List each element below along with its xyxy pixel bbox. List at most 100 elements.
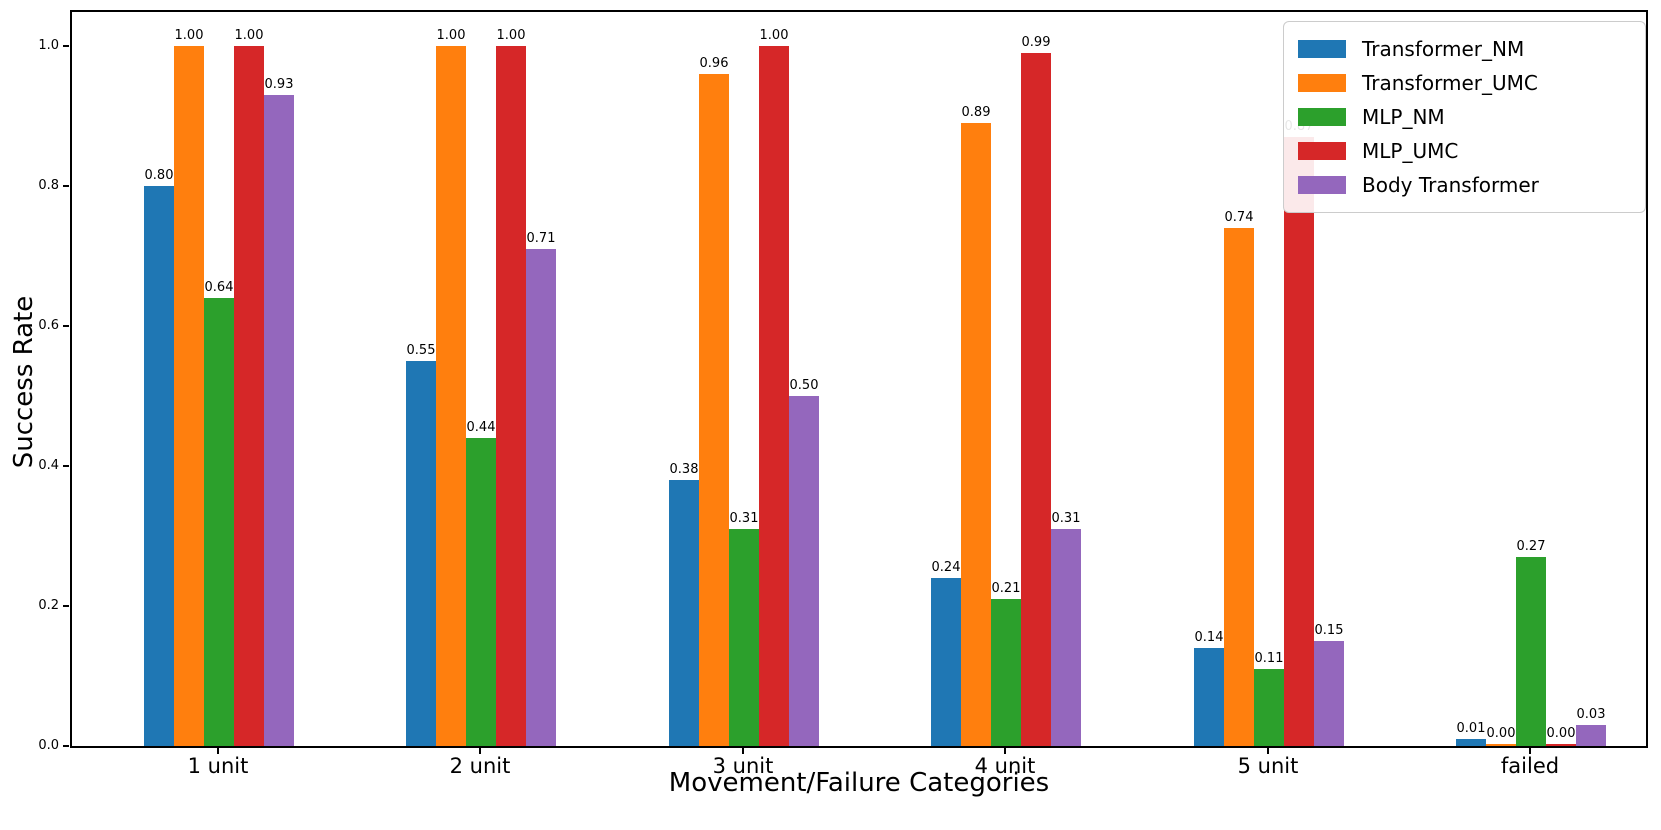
bar-value-label: 0.31 <box>729 511 759 526</box>
bar-value-label: 0.00 <box>1486 726 1516 741</box>
bar-mlp-umc-2-unit <box>496 46 526 746</box>
x-axis-title: Movement/Failure Categories <box>668 768 1050 798</box>
bar-value-label: 0.80 <box>144 168 174 183</box>
y-tick-label: 1.0 <box>38 38 59 53</box>
bar-transformer-nm-2-unit <box>406 361 436 746</box>
bar-value-label: 1.00 <box>436 28 466 43</box>
bar-value-label: 1.00 <box>496 28 526 43</box>
y-tick <box>63 465 69 467</box>
bar-value-label: 0.44 <box>466 420 496 435</box>
bar-transformer-umc-2-unit <box>436 46 466 746</box>
bar-value-label: 0.38 <box>669 462 699 477</box>
y-tick-label: 0.6 <box>38 318 59 333</box>
legend-label: MLP_NM <box>1362 105 1445 129</box>
legend-swatch-icon <box>1298 40 1346 58</box>
y-tick-label: 0.0 <box>38 738 59 753</box>
bar-value-label: 0.96 <box>699 56 729 71</box>
legend-item: Body Transformer <box>1298 168 1631 202</box>
bar-value-label: 1.00 <box>759 28 789 43</box>
bar-value-label: 0.24 <box>931 560 961 575</box>
y-tick-label: 0.2 <box>38 598 59 613</box>
x-tick <box>1529 748 1531 754</box>
bar-transformer-umc-failed <box>1486 744 1516 746</box>
bar-value-label: 0.74 <box>1224 210 1254 225</box>
y-tick <box>63 745 69 747</box>
bar-transformer-nm-4-unit <box>931 578 961 746</box>
bar-transformer-umc-4-unit <box>961 123 991 746</box>
x-tick-label: 1 unit <box>187 754 249 778</box>
bar-transformer-umc-5-unit <box>1224 228 1254 746</box>
legend: Transformer_NM Transformer_UMC MLP_NM MLP_U… <box>1283 21 1646 213</box>
bar-value-label: 0.31 <box>1051 511 1081 526</box>
bar-mlp-umc-4-unit <box>1021 53 1051 746</box>
bar-transformer-umc-3-unit <box>699 74 729 746</box>
x-tick <box>479 748 481 754</box>
bar-mlp-nm-4-unit <box>991 599 1021 746</box>
y-tick-label: 0.8 <box>38 178 59 193</box>
bar-transformer-nm-1-unit <box>144 186 174 746</box>
bar-mlp-nm-2-unit <box>466 438 496 746</box>
bar-mlp-nm-failed <box>1516 557 1546 746</box>
x-tick-label: 4 unit <box>974 754 1036 778</box>
bar-value-label: 0.03 <box>1576 707 1606 722</box>
bar-value-label: 0.71 <box>526 231 556 246</box>
x-tick <box>1267 748 1269 754</box>
x-tick <box>217 748 219 754</box>
bar-mlp-umc-1-unit <box>234 46 264 746</box>
y-tick-label: 0.4 <box>38 458 59 473</box>
bar-body-transformer-4-unit <box>1051 529 1081 746</box>
legend-swatch-icon <box>1298 142 1346 160</box>
bar-body-transformer-3-unit <box>789 396 819 746</box>
bar-transformer-nm-3-unit <box>669 480 699 746</box>
bar-value-label: 0.00 <box>1546 726 1576 741</box>
y-tick <box>63 325 69 327</box>
legend-label: Transformer_NM <box>1362 37 1525 61</box>
bar-value-label: 0.11 <box>1254 651 1284 666</box>
bar-body-transformer-5-unit <box>1314 641 1344 746</box>
bar-value-label: 0.55 <box>406 343 436 358</box>
legend-swatch-icon <box>1298 74 1346 92</box>
bar-value-label: 1.00 <box>174 28 204 43</box>
x-tick-label: failed <box>1500 754 1560 778</box>
bar-mlp-nm-5-unit <box>1254 669 1284 746</box>
bar-value-label: 0.93 <box>264 77 294 92</box>
bar-value-label: 0.14 <box>1194 630 1224 645</box>
bar-transformer-umc-1-unit <box>174 46 204 746</box>
bar-mlp-nm-1-unit <box>204 298 234 746</box>
y-tick <box>63 605 69 607</box>
legend-label: Transformer_UMC <box>1362 71 1538 95</box>
bar-value-label: 0.64 <box>204 280 234 295</box>
bar-value-label: 0.99 <box>1021 35 1051 50</box>
bar-value-label: 0.89 <box>961 105 991 120</box>
bar-value-label: 0.50 <box>789 378 819 393</box>
x-tick-label: 3 unit <box>712 754 774 778</box>
legend-swatch-icon <box>1298 108 1346 126</box>
bar-transformer-nm-failed <box>1456 739 1486 746</box>
bar-mlp-nm-3-unit <box>729 529 759 746</box>
x-tick <box>1004 748 1006 754</box>
bar-value-label: 0.27 <box>1516 539 1546 554</box>
legend-item: Transformer_NM <box>1298 32 1631 66</box>
x-tick <box>742 748 744 754</box>
bar-mlp-umc-failed <box>1546 744 1576 746</box>
x-tick-label: 5 unit <box>1237 754 1299 778</box>
legend-swatch-icon <box>1298 176 1346 194</box>
x-tick-label: 2 unit <box>449 754 511 778</box>
y-tick <box>63 45 69 47</box>
bar-body-transformer-1-unit <box>264 95 294 746</box>
bar-mlp-umc-3-unit <box>759 46 789 746</box>
bar-mlp-umc-5-unit <box>1284 137 1314 746</box>
bar-value-label: 1.00 <box>234 28 264 43</box>
legend-label: Body Transformer <box>1362 173 1539 197</box>
bar-body-transformer-failed <box>1576 725 1606 746</box>
bar-body-transformer-2-unit <box>526 249 556 746</box>
bar-transformer-nm-5-unit <box>1194 648 1224 746</box>
bar-value-label: 0.01 <box>1456 721 1486 736</box>
legend-item: Transformer_UMC <box>1298 66 1631 100</box>
legend-label: MLP_UMC <box>1362 139 1459 163</box>
bar-value-label: 0.21 <box>991 581 1021 596</box>
legend-item: MLP_NM <box>1298 100 1631 134</box>
y-tick <box>63 185 69 187</box>
legend-item: MLP_UMC <box>1298 134 1631 168</box>
